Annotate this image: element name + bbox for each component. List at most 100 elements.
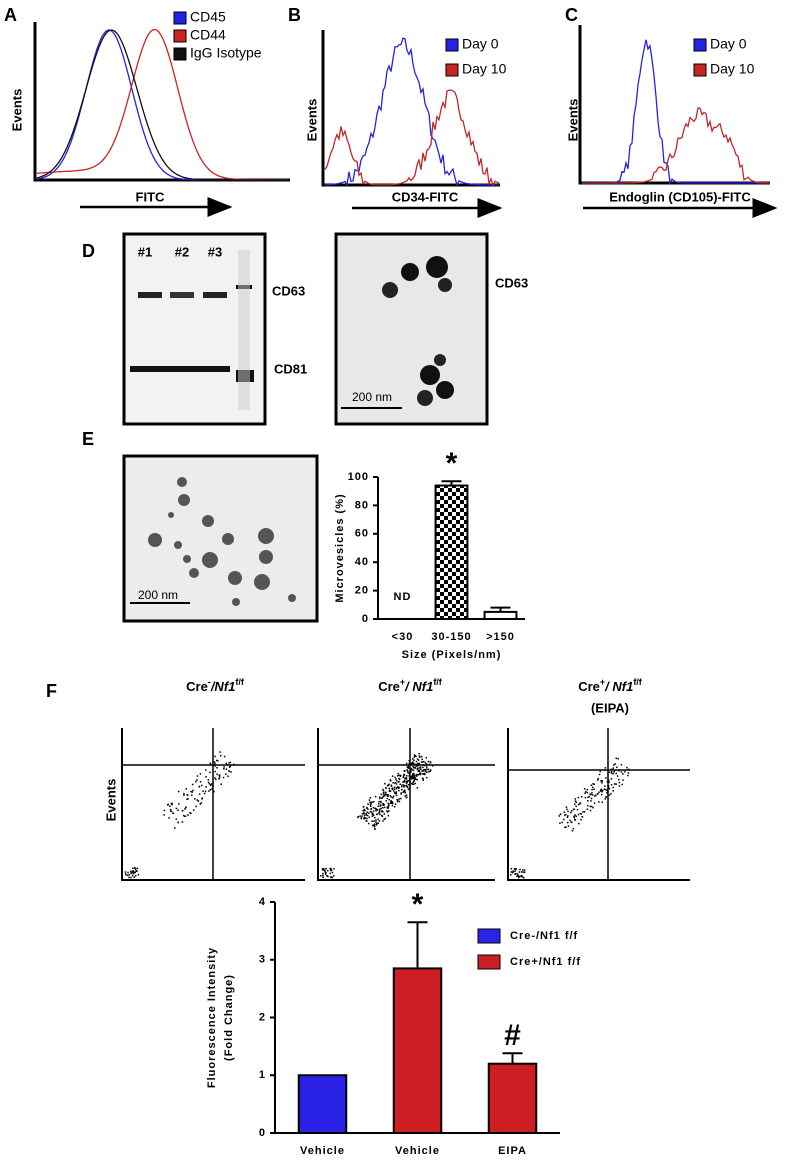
scatter-dot — [364, 817, 367, 819]
axis — [321, 30, 500, 187]
scatter-dot — [361, 815, 363, 817]
scatter-dot — [408, 760, 410, 762]
scatter-dot — [411, 758, 414, 760]
scatter-dot — [601, 801, 603, 803]
scatter-dot — [326, 875, 328, 877]
scatter-dot — [196, 775, 199, 777]
scatter-dot — [418, 762, 421, 765]
scatter-dot — [371, 801, 373, 803]
y-tick-label: 60 — [355, 528, 369, 540]
scatter-dot — [390, 799, 392, 802]
scatter-dot — [192, 789, 194, 792]
scatter-dot — [136, 867, 139, 869]
scatter-dot — [225, 768, 228, 770]
scatter-dot — [397, 799, 399, 802]
scatter-dot — [134, 868, 137, 871]
legend-swatch — [445, 63, 459, 77]
error-bar — [407, 921, 428, 969]
scatter-dot — [417, 767, 419, 770]
scatter-dot — [620, 771, 623, 773]
scatter-dot — [401, 784, 403, 786]
scatter-dot — [225, 762, 227, 765]
scatter-dot — [413, 773, 415, 776]
scatter-dot — [621, 783, 623, 786]
scatter-dot — [395, 792, 398, 795]
scatter-dot — [419, 766, 422, 768]
scatter-dot — [136, 870, 138, 872]
panel-label: A — [4, 5, 17, 25]
scatter-dot — [329, 867, 331, 870]
scatter-dot — [581, 816, 584, 818]
scatter-dot — [403, 781, 406, 783]
scatter-dot — [615, 772, 617, 775]
scatter-dot — [420, 755, 423, 758]
scatter-dot — [417, 774, 420, 776]
y-tick-label: 80 — [355, 499, 369, 511]
scatter-dot — [382, 802, 384, 805]
scatter-dot — [391, 804, 394, 807]
scatter-dot — [363, 812, 365, 814]
axis-label: (Fold Change) — [223, 974, 235, 1061]
scatter-dot — [388, 804, 390, 807]
scatter-dot — [198, 793, 201, 795]
scatter-dot — [214, 755, 216, 758]
scatter-dot — [591, 805, 593, 808]
scatter-dot — [401, 785, 403, 788]
scatter-dot — [574, 798, 577, 800]
scatter-dot — [610, 768, 613, 771]
scatter-dot — [388, 798, 390, 801]
scatter-dot — [385, 800, 387, 802]
scatter-dot — [577, 796, 580, 799]
scatter-dot — [395, 791, 397, 793]
scatter-dot — [369, 810, 372, 813]
scatter-dot — [215, 778, 217, 781]
scatter-dot — [584, 792, 586, 794]
scatter-dot — [124, 871, 127, 873]
scatter-dot — [412, 764, 415, 766]
panel-label: D — [82, 241, 95, 261]
scatter-dot — [329, 872, 331, 875]
scatter-dot — [403, 790, 405, 792]
scatter-dot — [380, 797, 383, 799]
scatter-dot — [409, 770, 412, 772]
scatter-dot — [205, 776, 207, 778]
scatter-dot — [181, 821, 184, 823]
scatter-dot — [367, 803, 369, 805]
scatter-dot — [377, 822, 380, 824]
legend-label: Day 0 — [710, 36, 747, 52]
scatter-dot — [558, 815, 560, 817]
scatter-dot — [187, 814, 189, 816]
scatter-dot — [514, 870, 516, 873]
scatter-dot — [223, 768, 225, 770]
scatter-dot — [134, 875, 137, 877]
scatter-dot — [170, 802, 173, 805]
scatter-dot — [359, 815, 361, 817]
scatter-dot — [170, 810, 172, 813]
scatter-dot — [416, 787, 419, 789]
scatter-dot — [594, 795, 596, 797]
scatter-dot — [567, 815, 569, 817]
scatter-dot — [579, 802, 582, 804]
scatter-dot — [591, 794, 594, 796]
scatter-dot — [403, 781, 405, 783]
scatter-dot — [404, 769, 406, 772]
scatter-dot — [374, 828, 376, 830]
scatter-dot — [408, 775, 411, 778]
scatter-dot — [520, 871, 523, 873]
scatter-dot — [407, 766, 410, 769]
scatter-dot — [410, 777, 412, 780]
scatter-dot — [567, 825, 570, 827]
scatter-dot — [408, 771, 410, 774]
scatter-dot — [369, 803, 372, 806]
scatter-dot — [366, 820, 368, 822]
scatter-dot — [612, 786, 614, 789]
scatter-dot — [362, 809, 365, 812]
panel-label: F — [46, 681, 57, 701]
scatter-dot — [559, 822, 561, 824]
scatter-dot — [421, 770, 423, 772]
scatter-dot — [395, 780, 398, 782]
axis-label: Size (Pixels/nm) — [402, 649, 502, 661]
scatter-dot — [586, 788, 589, 791]
scatter-dot — [590, 793, 592, 796]
